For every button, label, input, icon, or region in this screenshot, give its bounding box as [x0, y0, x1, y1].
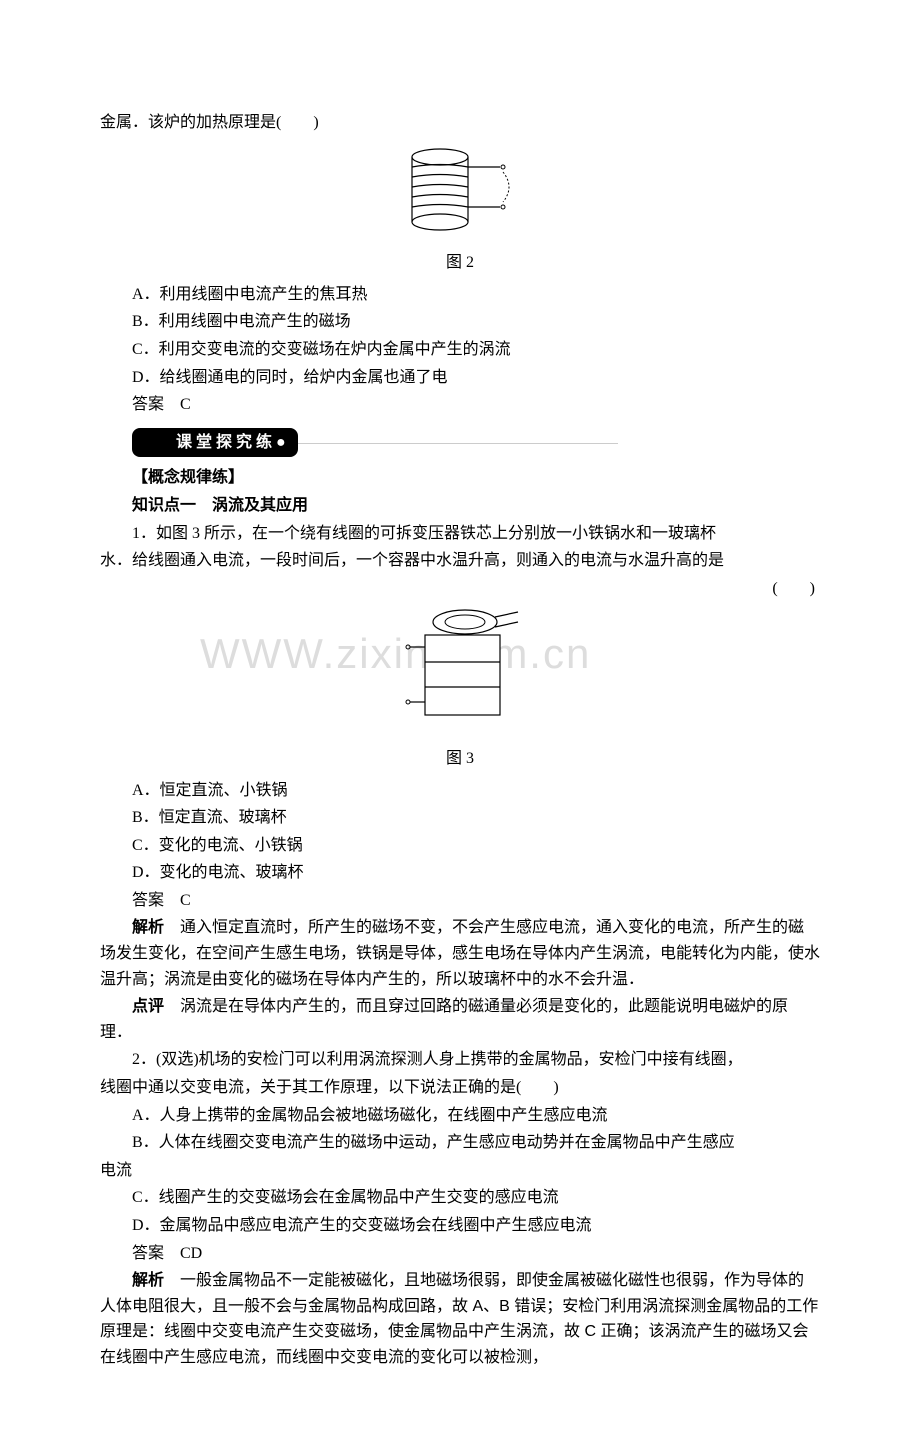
- q2-answer: 答案 CD: [100, 1241, 820, 1267]
- q1-paren: ( ): [100, 576, 820, 602]
- option-a: A．利用线圈中电流产生的焦耳热: [100, 282, 820, 308]
- q1-review-label: 点评: [132, 998, 164, 1015]
- option-c: C．利用交变电流的交变磁场在炉内金属中产生的涡流: [100, 337, 820, 363]
- q1-option-c: C．变化的电流、小铁锅: [100, 833, 820, 859]
- q1-option-b: B．恒定直流、玻璃杯: [100, 805, 820, 831]
- q2-analysis: 解析 一般金属物品不一定能被磁化，且地磁场很弱，即使金属被磁化磁性也很弱，作为导…: [100, 1268, 820, 1370]
- q1-option-d: D．变化的电流、玻璃杯: [100, 860, 820, 886]
- q2-option-a: A．人身上携带的金属物品会被地磁场磁化，在线圈中产生感应电流: [100, 1103, 820, 1129]
- q1-review-text: 涡流是在导体内产生的，而且穿过回路的磁通量必须是变化的，此题能说明电磁炉的原理．: [100, 998, 788, 1041]
- q2-option-b: B．人体在线圈交变电流产生的磁场中运动，产生感应电动势并在金属物品中产生感应: [100, 1130, 820, 1156]
- q1-analysis-text: 通入恒定直流时，所产生的磁场不变，不会产生感应电流，通入变化的电流，所产生的磁场…: [100, 919, 820, 987]
- q1-stem-line1: 1．如图 3 所示，在一个绕有线圈的可拆变压器铁芯上分别放一小铁锅水和一玻璃杯: [100, 521, 820, 547]
- figure-2: 图 2: [100, 142, 820, 276]
- q2-analysis-label: 解析: [132, 1272, 164, 1289]
- intro-text: 金属．该炉的加热原理是( ): [100, 110, 820, 136]
- q1-analysis-label: 解析: [132, 919, 164, 936]
- page-content: 金属．该炉的加热原理是( ) 图 2 A．利用线圈中电流产生的焦耳热 B．利用线…: [100, 110, 820, 1371]
- q1-review: 点评 涡流是在导体内产生的，而且穿过回路的磁通量必须是变化的，此题能说明电磁炉的…: [100, 994, 820, 1045]
- answer-intro: 答案 C: [100, 392, 820, 418]
- section-header: 课 堂 探 究 练 ●: [132, 428, 298, 458]
- q2-option-d: D．金属物品中感应电流产生的交变磁场会在线圈中产生感应电流: [100, 1213, 820, 1239]
- concept-header: 【概念规律练】: [100, 465, 820, 491]
- figure-2-caption: 图 2: [100, 250, 820, 276]
- q2-stem-line2: 线圈中通以交变电流，关于其工作原理，以下说法正确的是( ): [100, 1075, 820, 1101]
- q1-option-a: A．恒定直流、小铁锅: [100, 778, 820, 804]
- q1-stem-line2: 水．给线圈通入电流，一段时间后，一个容器中水温升高，则通入的电流与水温升高的是: [100, 548, 820, 574]
- knowledge-header: 知识点一 涡流及其应用: [100, 493, 820, 519]
- q2-stem-line1: 2．(双选)机场的安检门可以利用涡流探测人身上携带的金属物品，安检门中接有线圈，: [100, 1047, 820, 1073]
- option-d: D．给线圈通电的同时，给炉内金属也通了电: [100, 365, 820, 391]
- q2-option-c: C．线圈产生的交变磁场会在金属物品中产生交变的感应电流: [100, 1185, 820, 1211]
- figure-3-caption: 图 3: [100, 746, 820, 772]
- q2-analysis-text: 一般金属物品不一定能被磁化，且地磁场很弱，即使金属被磁化磁性也很弱，作为导体的人…: [100, 1272, 818, 1366]
- q2-option-b2: 电流: [100, 1158, 820, 1184]
- figure-3: 图 3: [100, 607, 820, 771]
- option-b: B．利用线圈中电流产生的磁场: [100, 309, 820, 335]
- q1-analysis: 解析 通入恒定直流时，所产生的磁场不变，不会产生感应电流，通入变化的电流，所产生…: [100, 915, 820, 992]
- q1-answer: 答案 C: [100, 888, 820, 914]
